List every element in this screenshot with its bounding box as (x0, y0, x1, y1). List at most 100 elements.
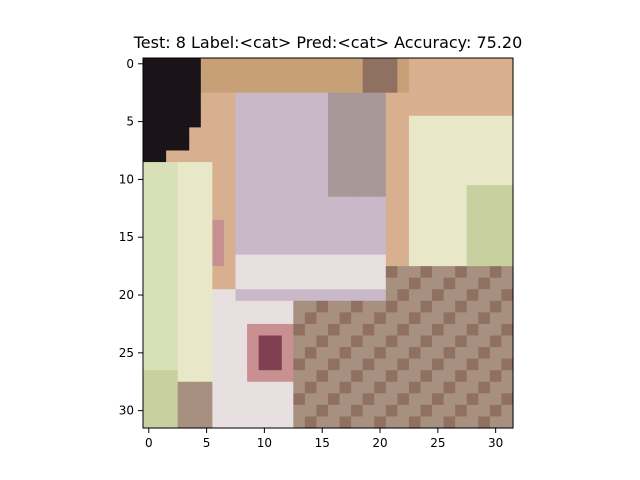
image-pixel (466, 81, 479, 94)
image-pixel (223, 162, 237, 175)
image-pixel (328, 254, 341, 267)
image-pixel (478, 173, 491, 186)
image-pixel (247, 196, 260, 209)
image-pixel (362, 416, 375, 429)
image-pixel (212, 92, 225, 105)
image-pixel (339, 138, 352, 152)
image-pixel (166, 393, 179, 406)
image-pixel (478, 381, 491, 394)
image-pixel (397, 243, 410, 256)
image-pixel (177, 69, 190, 82)
image-pixel (223, 92, 237, 105)
image-pixel (200, 138, 213, 152)
image-pixel (223, 358, 237, 371)
image-pixel (385, 370, 398, 383)
image-pixel (281, 277, 294, 290)
image-pixel (374, 393, 387, 406)
image-pixel (281, 335, 294, 348)
image-pixel (189, 58, 202, 71)
image-pixel (385, 277, 398, 290)
image-pixel (293, 115, 306, 128)
image-pixel (385, 300, 398, 313)
image-pixel (143, 266, 156, 279)
image-pixel (223, 127, 237, 140)
image-pixel (212, 81, 225, 94)
image-pixel (258, 138, 271, 152)
image-pixel (270, 58, 283, 71)
image-pixel (432, 277, 445, 290)
image-pixel (223, 381, 237, 394)
image-pixel (154, 370, 167, 383)
image-pixel (489, 335, 503, 348)
image-pixel (293, 277, 306, 290)
image-pixel (189, 335, 202, 348)
image-pixel (432, 81, 445, 94)
image-pixel (328, 231, 341, 244)
image-pixel (420, 138, 433, 152)
image-pixel (478, 219, 491, 233)
image-pixel (408, 404, 422, 418)
image-pixel (328, 185, 341, 198)
image-pixel (351, 219, 364, 233)
image-pixel (154, 416, 167, 429)
image-pixel (501, 381, 514, 394)
image-pixel (166, 370, 179, 383)
image-pixel (143, 185, 156, 198)
image-pixel (270, 196, 283, 209)
image-pixel (293, 208, 306, 221)
image-pixel (166, 81, 179, 94)
image-pixel (443, 335, 456, 348)
image-pixel (304, 173, 318, 186)
image-pixel (478, 404, 491, 418)
image-pixel (362, 92, 375, 105)
image-pixel (339, 347, 352, 360)
image-pixel (478, 300, 491, 313)
image-pixel (293, 162, 306, 175)
image-pixel (212, 138, 225, 152)
image-pixel (189, 231, 202, 244)
image-pixel (455, 370, 468, 383)
image-pixel (154, 162, 167, 175)
image-pixel (223, 185, 237, 198)
image-pixel (397, 358, 410, 371)
image-pixel (316, 219, 329, 233)
y-tick-label: 20 (119, 288, 134, 302)
image-pixel (270, 69, 283, 82)
image-pixel (374, 277, 387, 290)
image-pixel (212, 300, 225, 313)
image-pixel (212, 347, 225, 360)
image-pixel (177, 358, 190, 371)
image-pixel (316, 104, 329, 117)
image-pixel (420, 185, 433, 198)
image-pixel (212, 104, 225, 117)
image-pixel (489, 104, 503, 117)
image-pixel (443, 115, 456, 128)
image-pixel (385, 208, 398, 221)
image-pixel (420, 208, 433, 221)
image-pixel (258, 208, 271, 221)
image-pixel (339, 231, 352, 244)
image-pixel (466, 92, 479, 105)
image-pixel (281, 92, 294, 105)
image-pixel (501, 266, 514, 279)
image-pixel (362, 335, 375, 348)
image-pixel (489, 393, 503, 406)
image-pixel (489, 266, 503, 279)
y-tick-label: 5 (126, 115, 134, 129)
image-pixel (293, 196, 306, 209)
image-pixel (189, 393, 202, 406)
image-pixel (154, 254, 167, 267)
image-pixel (304, 243, 318, 256)
image-pixel (177, 150, 190, 163)
image-pixel (212, 243, 225, 256)
image-pixel (270, 312, 283, 325)
image-pixel (328, 127, 341, 140)
image-pixel (143, 254, 156, 267)
image-pixel (351, 243, 364, 256)
image-pixel (420, 335, 433, 348)
image-pixel (397, 300, 410, 313)
image-pixel (177, 370, 190, 383)
image-pixel (432, 219, 445, 233)
image-pixel (189, 162, 202, 175)
image-pixel (281, 416, 294, 429)
